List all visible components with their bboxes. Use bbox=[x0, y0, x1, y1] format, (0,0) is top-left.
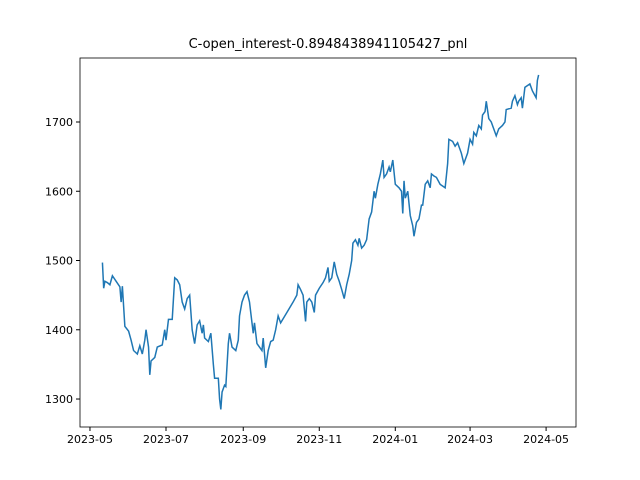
line bbox=[101, 74, 540, 410]
y-tick-label: 1600 bbox=[45, 185, 73, 198]
axes-frame bbox=[79, 57, 577, 428]
x-tick-label: 2023-07 bbox=[143, 433, 189, 446]
x-tick-label: 2024-05 bbox=[523, 433, 569, 446]
x-tick-label: 2024-01 bbox=[372, 433, 418, 446]
x-tick-label: 2024-03 bbox=[447, 433, 493, 446]
x-tick-label: 2023-09 bbox=[220, 433, 266, 446]
y-tick-label: 1500 bbox=[45, 255, 73, 268]
x-tick-label: 2023-05 bbox=[67, 433, 113, 446]
y-tick-label: 1300 bbox=[45, 393, 73, 406]
y-tick-label: 1700 bbox=[45, 116, 73, 129]
y-tick-label: 1400 bbox=[45, 324, 73, 337]
x-tick-label: 2023-11 bbox=[296, 433, 342, 446]
chart-title: C-open_interest-0.8948438941105427_pnl bbox=[189, 37, 468, 52]
